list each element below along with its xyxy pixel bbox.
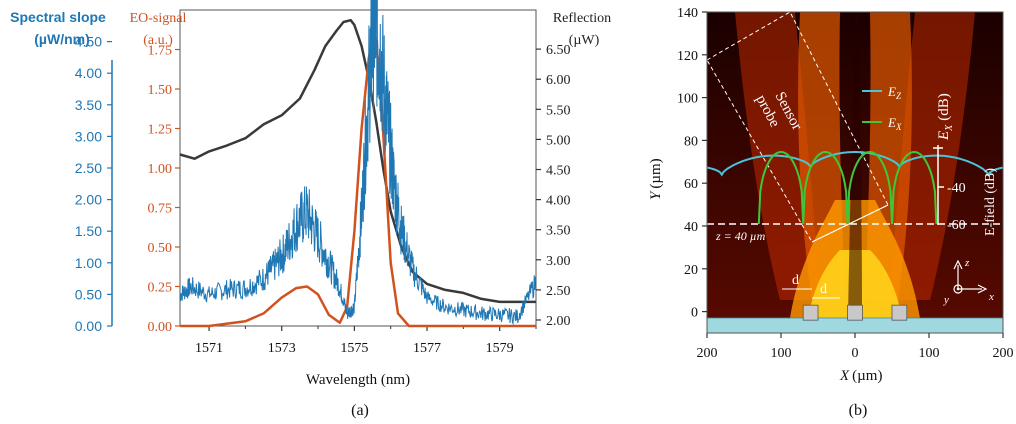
slope-tick-label: 2.00 — [75, 192, 102, 208]
electrode — [891, 304, 908, 321]
slope-tick-label: 1.50 — [75, 223, 102, 239]
wavelength-axis-ticks: 1571 1573 1575 1577 1579 — [195, 326, 537, 356]
d-label-2: d — [820, 282, 827, 297]
eo-signal-line — [180, 30, 536, 328]
sensor-probe-outline — [706, 11, 889, 243]
eo-tick-label: 0.50 — [148, 241, 173, 256]
panel-b-y-tick-label: 40 — [684, 220, 698, 235]
eo-tick-label: 0.00 — [148, 320, 173, 335]
slope-tick-label: 4.50 — [75, 34, 102, 50]
refl-axis-ticks: 2.00 2.50 3.00 3.50 4.00 4.50 5.00 5.50 6.00 6.50 — [536, 43, 571, 329]
slope-tick-label: 1.00 — [75, 255, 102, 271]
refl-tick-label: 6.00 — [546, 73, 571, 88]
slope-tick-label: 0.00 — [75, 318, 102, 334]
panel-b-y-tick-label: 0 — [691, 306, 698, 321]
panel-a-label: (a) — [351, 402, 369, 419]
db-tick-40: -40 — [947, 181, 966, 196]
wavelength-tick-label: 1577 — [413, 341, 441, 356]
panel-b-x-tick-label: 0 — [852, 346, 859, 361]
refl-tick-label: 2.00 — [546, 314, 571, 329]
refl-axis-title-1: Reflection — [553, 11, 611, 26]
svg-text:E-field (dB): E-field (dB) — [983, 168, 998, 236]
d-label-1: d — [792, 273, 799, 288]
panel-b-x-title: X (µm) — [839, 368, 882, 384]
refl-tick-label: 2.50 — [546, 284, 571, 299]
slope-tick-label: 2.50 — [75, 160, 102, 176]
axis-x-label: x — [988, 291, 994, 303]
refl-tick-label: 3.00 — [546, 254, 571, 269]
eo-tick-label: 0.75 — [148, 202, 173, 217]
slope-axis-title-1: Spectral slope — [10, 9, 106, 25]
legend-ez-label: EZ — [887, 84, 902, 101]
eo-tick-label: 1.00 — [148, 162, 173, 177]
panel-b-y-tick-label: 140 — [677, 6, 698, 21]
panel-b-x-tick-label: 200 — [697, 346, 718, 361]
refl-tick-label: 3.50 — [546, 224, 571, 239]
panel-b-y-tick-label: 60 — [684, 177, 698, 192]
refl-tick-label: 6.50 — [546, 43, 571, 58]
slope-tick-label: 3.00 — [75, 128, 102, 144]
panel-b-x-tick-label: 100 — [771, 346, 792, 361]
panel-b-y-tick-label: 20 — [684, 263, 698, 278]
panel-b-y-tick-label: 80 — [684, 134, 698, 149]
refl-tick-label: 5.50 — [546, 103, 571, 118]
reflection-line — [179, 18, 536, 304]
wavelength-tick-label: 1573 — [268, 341, 296, 356]
panel-b-label: (b) — [849, 402, 868, 419]
panel-b-x-tick-label: 100 — [919, 346, 940, 361]
axis-y-symbol — [953, 284, 963, 294]
eo-tick-label: 1.25 — [148, 123, 173, 138]
panel-b-y-tick-label: 120 — [677, 49, 698, 64]
heatmap-null-center — [848, 12, 862, 318]
axis-z-label: z — [964, 257, 970, 269]
spectral-slope-line — [179, 0, 537, 326]
svg-text:EX(dB): EX(dB) — [936, 93, 955, 141]
panel-b-y-title: Y(µm) — [648, 158, 664, 200]
ex-curve — [757, 150, 938, 225]
ez-curve — [706, 151, 1004, 177]
panel-b-y-tick-label: 100 — [677, 92, 698, 107]
eo-tick-label: 0.25 — [148, 281, 173, 296]
refl-tick-label: 4.00 — [546, 194, 571, 209]
heatmap — [707, 12, 1003, 333]
slope-tick-label: 0.50 — [75, 286, 102, 302]
refl-tick-label: 5.00 — [546, 133, 571, 148]
wavelength-axis-title: Wavelength (nm) — [306, 372, 410, 388]
eo-axis-ticks: 0.00 0.25 0.50 0.75 1.00 1.25 1.50 1.75 — [148, 44, 180, 335]
panel-b-y-ticks: 0 20 40 60 80 100 120 140 — [677, 6, 707, 321]
eo-tick-label: 1.50 — [148, 83, 173, 98]
wavelength-tick-label: 1575 — [340, 341, 368, 356]
slope-axis-title-2: (µW/nm) — [34, 31, 90, 47]
axis-y-label: y — [943, 294, 949, 306]
panel-a: Spectral slope (µW/nm) EO-signal (a.u.) … — [10, 0, 611, 419]
legend-ex-label: EX — [887, 115, 902, 132]
slope-tick-label: 3.50 — [75, 97, 102, 113]
panel-b-x-ticks: 200 100 0 100 200 — [697, 333, 1014, 361]
wavelength-tick-label: 1571 — [195, 341, 223, 356]
panel-b: Sensor probe z = 40 µm EZ EX EX(dB) -40 … — [648, 6, 1014, 419]
electrode — [847, 304, 863, 321]
refl-axis-title-2: (µW) — [569, 33, 600, 48]
z40-label: z = 40 µm — [715, 229, 766, 243]
eo-axis-title-1: EO-signal — [130, 11, 187, 26]
electrode — [802, 304, 819, 321]
panel-a-series — [179, 0, 537, 328]
electrodes — [802, 304, 908, 321]
slope-axis-ticks: 0.00 0.50 1.00 1.50 2.00 2.50 3.00 3.50 4.00 4.50 — [75, 34, 112, 334]
svg-text:Y(µm): Y(µm) — [648, 158, 664, 200]
ex-db-label: EX(dB) — [936, 93, 955, 141]
eo-tick-label: 1.75 — [148, 44, 173, 59]
efield-db-label: E-field (dB) — [983, 168, 998, 236]
eo-axis-title-2: (a.u.) — [143, 33, 173, 48]
panel-b-x-tick-label: 200 — [993, 346, 1014, 361]
refl-tick-label: 4.50 — [546, 164, 571, 179]
wavelength-tick-label: 1579 — [486, 341, 514, 356]
slope-tick-label: 4.00 — [75, 65, 102, 81]
db-tick-60: -60 — [947, 218, 966, 233]
